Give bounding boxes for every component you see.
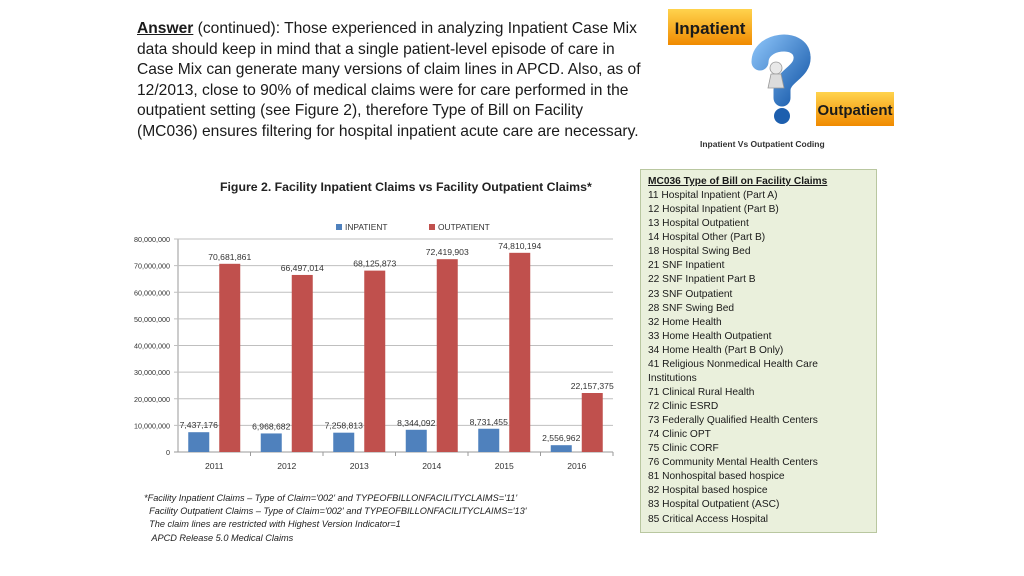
footnote-line-1: *Facility Inpatient Claims – Type of Cla… xyxy=(144,493,518,503)
outpatient-bar xyxy=(291,274,313,452)
type-of-bill-item: 33 Home Health Outpatient xyxy=(648,330,772,342)
inpatient-bar xyxy=(550,445,572,452)
outpatient-data-label: 70,681,861 xyxy=(208,252,251,262)
y-tick-label: 50,000,000 xyxy=(134,315,170,324)
answer-lead: Answer xyxy=(137,20,194,37)
outpatient-sign-text: Outpatient xyxy=(818,102,893,119)
chart-bars xyxy=(188,252,603,452)
y-tick-label: 20,000,000 xyxy=(134,395,170,404)
outpatient-sign xyxy=(816,92,894,126)
question-mark-icon xyxy=(751,34,811,107)
y-tick-label: 40,000,000 xyxy=(134,342,170,351)
illustration-caption: Inpatient Vs Outpatient Coding xyxy=(700,139,825,149)
footnote-line-3: The claim lines are restricted with High… xyxy=(144,519,401,530)
type-of-bill-item: 23 SNF Outpatient xyxy=(648,288,733,300)
inpatient-data-label: 6,968,682 xyxy=(252,421,290,431)
type-of-bill-item: 41 Religious Nonmedical Health Care Inst… xyxy=(648,358,818,384)
outpatient-bar xyxy=(436,259,458,452)
question-mark-dot xyxy=(774,108,790,124)
y-tick-label: 70,000,000 xyxy=(134,262,170,271)
x-tick-label: 2014 xyxy=(422,461,441,471)
inpatient-sign-text: Inpatient xyxy=(675,19,746,38)
y-tick-label: 60,000,000 xyxy=(134,288,170,297)
footnote-line-4: APCD Release 5.0 Medical Claims xyxy=(144,532,294,543)
answer-body: (continued): Those experienced in analyz… xyxy=(137,20,641,140)
outpatient-bar xyxy=(364,270,386,452)
chart-footnote: *Facility Inpatient Claims – Type of Cla… xyxy=(144,492,527,545)
type-of-bill-item: 22 SNF Inpatient Part B xyxy=(648,274,756,286)
inpatient-vs-outpatient-illustration: Inpatient Outpatient xyxy=(664,6,896,154)
type-of-bill-item: 74 Clinic OPT xyxy=(648,429,711,441)
type-of-bill-item: 28 SNF Swing Bed xyxy=(648,302,735,314)
type-of-bill-item: 21 SNF Inpatient xyxy=(648,260,725,272)
type-of-bill-item: 85 Critical Access Hospital xyxy=(648,513,769,525)
person-figure-icon xyxy=(769,61,783,75)
type-of-bill-item: 71 Clinical Rural Health xyxy=(648,386,755,398)
legend-label-inpatient: INPATIENT xyxy=(345,222,388,232)
inpatient-bar xyxy=(405,429,427,452)
type-of-bill-list: MC036 Type of Bill on Facility Claims 11… xyxy=(640,169,877,533)
x-tick-label: 2011 xyxy=(205,461,224,471)
answer-paragraph: Answer (continued): Those experienced in… xyxy=(137,19,647,143)
outpatient-bar xyxy=(509,252,531,452)
type-of-bill-header: MC036 Type of Bill on Facility Claims xyxy=(648,176,828,187)
type-of-bill-item: 14 Hospital Other (Part B) xyxy=(648,232,766,244)
inpatient-data-label: 2,556,962 xyxy=(542,433,580,443)
outpatient-data-label: 74,810,194 xyxy=(498,241,541,251)
y-tick-label: 30,000,000 xyxy=(134,368,170,377)
inpatient-bar xyxy=(478,428,500,452)
type-of-bill-item: 34 Home Health (Part B Only) xyxy=(648,344,784,356)
type-of-bill-items: 11 Hospital Inpatient (Part A) 12 Hospita… xyxy=(648,189,869,527)
chart-data-labels: 7,437,176 70,681,861 6,968,682 66,497,014 7,… xyxy=(180,241,614,443)
outpatient-bar xyxy=(581,393,603,452)
outpatient-data-label: 66,497,014 xyxy=(281,263,324,273)
x-tick-label: 2013 xyxy=(350,461,369,471)
inpatient-sign xyxy=(668,9,752,45)
inpatient-data-label: 7,258,813 xyxy=(325,421,363,431)
y-tick-label: 0 xyxy=(166,448,170,457)
outpatient-data-label: 22,157,375 xyxy=(571,381,614,391)
illustration-graphic: Inpatient Outpatient xyxy=(668,9,894,126)
inpatient-bar xyxy=(260,433,282,452)
bar-chart: 0 10,000,000 20,000,000 30,000,000 40,000,00… xyxy=(134,222,614,471)
chart-x-tick-labels: 2011 2012 2013 2014 2015 2016 xyxy=(205,461,587,471)
chart-gridlines xyxy=(174,238,614,456)
chart-title: Figure 2. Facility Inpatient Claims vs F… xyxy=(220,180,592,194)
x-tick-label: 2016 xyxy=(567,461,586,471)
x-tick-label: 2012 xyxy=(277,461,296,471)
chart-y-tick-labels: 0 10,000,000 20,000,000 30,000,000 40,000,00… xyxy=(134,235,170,457)
legend-swatch-outpatient xyxy=(429,224,435,230)
type-of-bill-item: 12 Hospital Inpatient (Part B) xyxy=(648,204,779,216)
type-of-bill-item: 72 Clinic ESRD xyxy=(648,401,719,412)
x-tick-label: 2015 xyxy=(495,461,514,471)
inpatient-bar xyxy=(333,432,355,452)
type-of-bill-item: 18 Hospital Swing Bed xyxy=(648,246,751,258)
type-of-bill-item: 73 Federally Qualified Health Centers xyxy=(648,415,818,427)
y-tick-label: 10,000,000 xyxy=(134,421,170,430)
inpatient-data-label: 8,344,092 xyxy=(397,418,435,428)
inpatient-bar xyxy=(188,432,210,452)
inpatient-data-label: 7,437,176 xyxy=(180,420,218,430)
type-of-bill-item: 83 Hospital Outpatient (ASC) xyxy=(648,499,780,511)
type-of-bill-item: 82 Hospital based hospice xyxy=(648,485,768,497)
type-of-bill-item: 81 Nonhospital based hospice xyxy=(648,471,785,483)
y-tick-label: 80,000,000 xyxy=(134,235,170,244)
footnote-line-2: Facility Outpatient Claims – Type of Cla… xyxy=(144,506,527,517)
person-figure-body xyxy=(767,73,785,89)
outpatient-bar xyxy=(219,263,241,452)
outpatient-data-label: 68,125,873 xyxy=(353,259,396,269)
type-of-bill-item: 13 Hospital Outpatient xyxy=(648,218,749,230)
outpatient-data-label: 72,419,903 xyxy=(426,247,469,257)
type-of-bill-item: 11 Hospital Inpatient (Part A) xyxy=(648,190,778,202)
legend-swatch-inpatient xyxy=(336,224,342,230)
type-of-bill-item: 76 Community Mental Health Centers xyxy=(648,457,818,469)
chart-legend: INPATIENT OUTPATIENT xyxy=(336,222,490,232)
inpatient-data-label: 8,731,455 xyxy=(470,417,508,427)
type-of-bill-item: 32 Home Health xyxy=(648,316,722,328)
type-of-bill-item: 75 Clinic CORF xyxy=(648,443,719,455)
legend-label-outpatient: OUTPATIENT xyxy=(438,222,490,232)
